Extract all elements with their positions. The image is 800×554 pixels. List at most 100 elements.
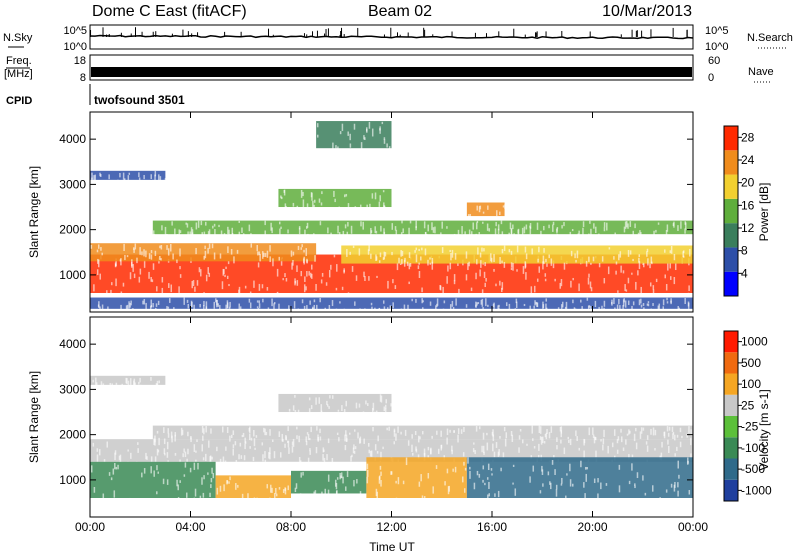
data-speckle <box>176 259 178 264</box>
data-speckle <box>120 258 122 266</box>
data-speckle <box>150 466 152 474</box>
data-speckle <box>203 428 205 435</box>
data-speckle <box>219 485 222 492</box>
data-speckle <box>359 491 362 494</box>
data-speckle <box>628 429 630 435</box>
nsky-frame <box>89 24 694 50</box>
data-speckle <box>269 447 271 454</box>
data-speckle <box>392 279 394 284</box>
data-speckle <box>187 431 189 437</box>
data-speckle <box>212 225 214 229</box>
data-speckle <box>91 172 93 176</box>
x-tick-label: 00:00 <box>75 520 105 534</box>
data-speckle <box>457 263 459 266</box>
data-speckle <box>677 460 679 469</box>
data-speckle <box>138 276 141 283</box>
data-speckle <box>295 483 298 489</box>
data-speckle <box>501 260 503 264</box>
data-speckle <box>263 427 265 433</box>
data-speckle <box>545 432 548 440</box>
data-speckle <box>168 283 170 288</box>
data-speckle <box>446 276 448 284</box>
data-speckle <box>190 435 192 440</box>
data-speckle <box>264 253 267 258</box>
data-speckle <box>150 299 152 308</box>
data-speckle <box>345 430 347 436</box>
data-speckle <box>588 256 590 262</box>
data-speckle <box>207 267 209 274</box>
data-speckle <box>581 306 583 311</box>
data-speckle <box>299 493 302 500</box>
data-speckle <box>649 282 652 287</box>
data-speckle <box>571 229 574 232</box>
data-speckle <box>280 195 282 199</box>
data-speckle <box>492 303 495 307</box>
data-speckle <box>502 452 505 458</box>
data-speckle <box>315 397 317 405</box>
data-speckle <box>647 303 650 307</box>
data-speckle <box>544 273 547 277</box>
data-speckle <box>247 493 249 500</box>
data-speckle <box>102 383 105 388</box>
data-speckle <box>613 429 616 436</box>
data-speckle <box>465 274 468 281</box>
data-speckle <box>479 269 481 277</box>
data-speckle <box>354 206 357 214</box>
data-speckle <box>345 486 347 491</box>
data-speckle <box>677 225 679 231</box>
data-speckle <box>197 462 199 470</box>
data-speckle <box>316 123 319 128</box>
data-speckle <box>130 300 132 306</box>
data-speckle <box>570 250 573 257</box>
data-speckle <box>616 304 619 312</box>
data-speckle <box>179 230 182 234</box>
data-speckle <box>601 256 604 262</box>
data-speckle <box>239 442 242 447</box>
data-speckle <box>497 490 500 498</box>
data-speckle <box>241 227 243 233</box>
data-speckle <box>476 220 479 223</box>
colorbar-segment <box>724 479 738 501</box>
data-speckle <box>383 137 386 140</box>
data-speckle <box>185 222 187 225</box>
data-speckle <box>545 298 547 302</box>
data-speckle <box>603 300 606 307</box>
data-speckle <box>103 459 106 464</box>
velocity-ylabel: Slant Range [km] <box>27 371 41 463</box>
data-speckle <box>473 442 475 445</box>
data-speckle <box>670 298 672 305</box>
data-speckle <box>479 205 482 210</box>
data-speckle <box>462 452 465 457</box>
data-speckle <box>374 307 376 312</box>
data-speckle <box>174 434 176 442</box>
data-speckle <box>234 441 237 446</box>
data-speckle <box>463 461 465 466</box>
data-speckle <box>512 224 514 230</box>
nsky-tick-bottom: 10^0 <box>63 41 87 53</box>
data-speckle <box>211 456 213 460</box>
data-speckle <box>133 273 136 279</box>
nsky-spikes <box>90 27 688 37</box>
data-speckle <box>297 245 300 250</box>
data-speckle <box>184 462 187 468</box>
data-speckle <box>319 297 321 303</box>
data-speckle <box>193 462 196 470</box>
data-speckle <box>589 281 592 289</box>
data-speckle <box>340 472 343 479</box>
data-speckle <box>490 468 493 471</box>
data-speckle <box>204 245 206 250</box>
data-speckle <box>155 307 157 310</box>
data-speckle <box>266 250 269 258</box>
data-speckle <box>545 258 547 263</box>
data-speckle <box>590 287 593 292</box>
data-speckle <box>100 247 102 251</box>
data-speckle <box>351 454 353 458</box>
data-speckle <box>523 303 526 307</box>
data-speckle <box>261 442 264 446</box>
data-speckle <box>643 307 645 312</box>
data-speckle <box>465 251 468 259</box>
data-speckle <box>383 139 386 144</box>
data-speckle <box>477 302 480 305</box>
data-speckle <box>255 435 258 438</box>
data-speckle <box>514 308 517 312</box>
